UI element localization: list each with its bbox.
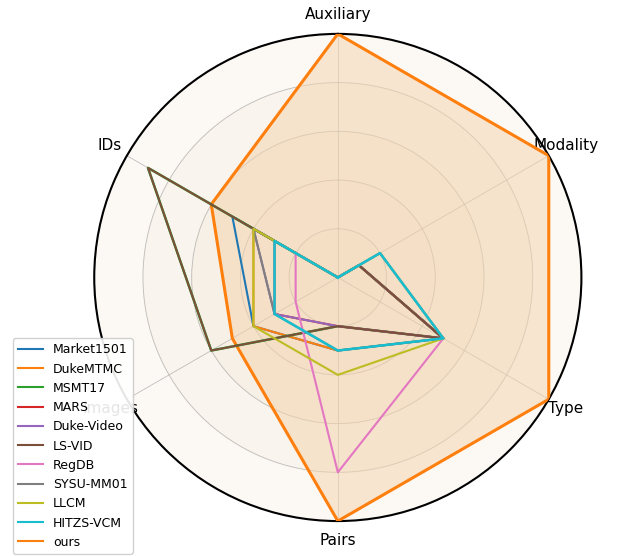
Polygon shape (211, 34, 549, 521)
Polygon shape (94, 34, 581, 521)
Polygon shape (143, 83, 533, 473)
Polygon shape (241, 180, 435, 375)
Polygon shape (289, 229, 387, 326)
Legend: Market1501, DukeMTMC, MSMT17, MARS, Duke-Video, LS-VID, RegDB, SYSU-MM01, LLCM, : Market1501, DukeMTMC, MSMT17, MARS, Duke… (13, 338, 133, 554)
Polygon shape (191, 131, 484, 424)
